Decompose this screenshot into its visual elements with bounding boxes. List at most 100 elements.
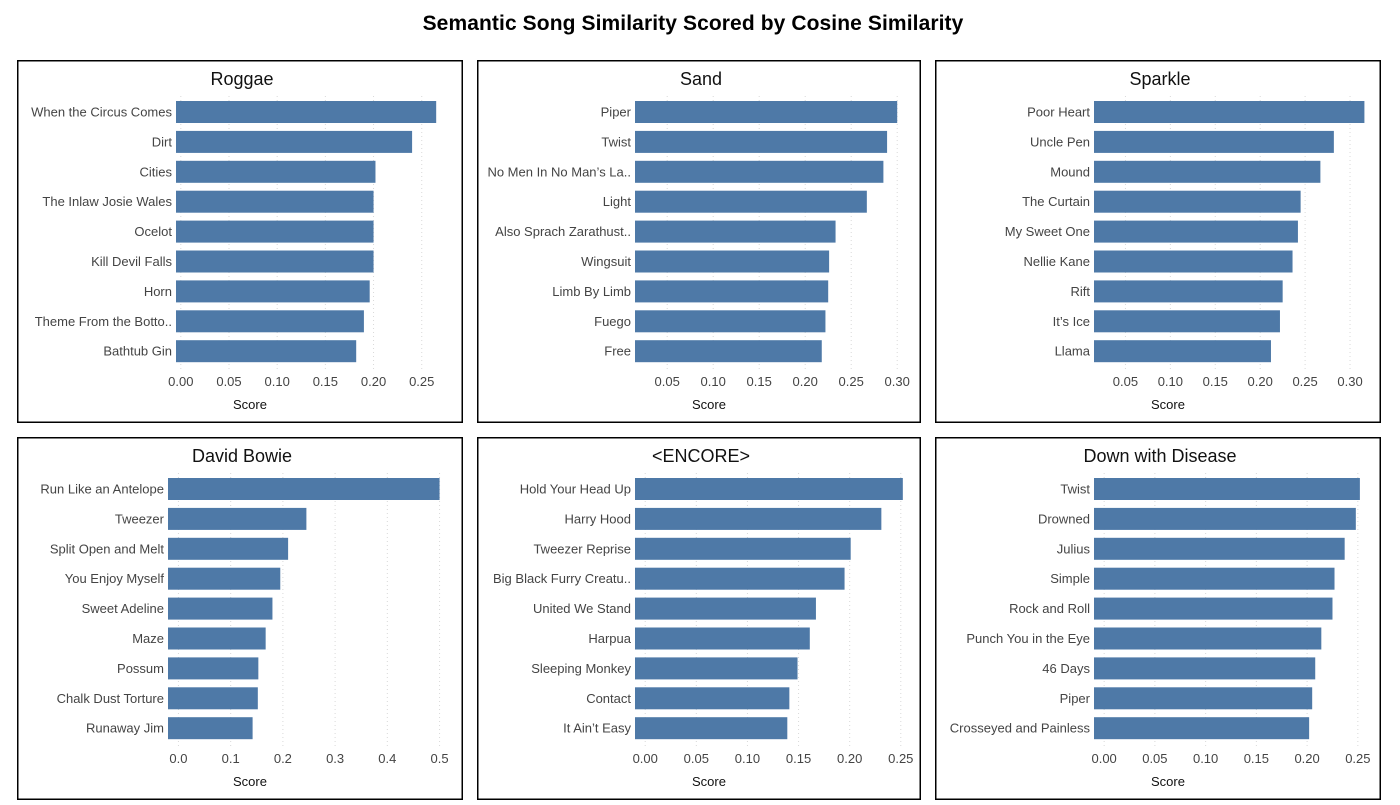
category-label: The Inlaw Josie Wales — [42, 194, 172, 209]
bar[interactable] — [176, 220, 374, 243]
bar[interactable] — [176, 190, 374, 213]
bar[interactable] — [635, 627, 810, 650]
tick-label: 0.20 — [837, 751, 862, 766]
chart-panel: Down with Disease Twist Drowned Julius Simpl… — [935, 437, 1381, 800]
category-label: Limb By Limb — [552, 284, 631, 299]
bar[interactable] — [1094, 310, 1280, 333]
bar[interactable] — [1094, 280, 1283, 303]
category-label: Twist — [1060, 482, 1090, 497]
bar[interactable] — [176, 101, 437, 123]
tick-label: 0.25 — [888, 751, 913, 766]
category-label: Harpua — [588, 631, 631, 646]
category-label: Mound — [1050, 164, 1090, 179]
axis-title: Score — [1151, 774, 1185, 789]
tick-label: 0.5 — [431, 751, 449, 766]
bar[interactable] — [635, 130, 888, 153]
bar[interactable] — [1094, 567, 1335, 590]
bar[interactable] — [1094, 340, 1271, 363]
tick-label: 0.1 — [222, 751, 240, 766]
bar[interactable] — [635, 310, 826, 333]
panel-title: Roggae — [210, 69, 273, 89]
panel-title: Sparkle — [1129, 69, 1190, 89]
tick-label: 0.15 — [786, 751, 811, 766]
category-label: Hold Your Head Up — [520, 482, 631, 497]
bar[interactable] — [1094, 717, 1310, 740]
bar[interactable] — [168, 627, 266, 650]
tick-label: 0.4 — [378, 751, 396, 766]
bar[interactable] — [635, 537, 851, 560]
category-label: Free — [604, 344, 631, 359]
tick-label: 0.0 — [169, 751, 187, 766]
tick-label: 0.10 — [265, 374, 290, 389]
chart-panel: Sparkle Poor Heart Uncle Pen Mound The Curta… — [935, 60, 1381, 423]
bar[interactable] — [1094, 190, 1301, 213]
bar[interactable] — [635, 597, 816, 620]
bar[interactable] — [635, 340, 822, 363]
bar[interactable] — [176, 250, 374, 273]
category-label: Possum — [117, 661, 164, 676]
category-label: Rock and Roll — [1009, 601, 1090, 616]
bar[interactable] — [168, 567, 281, 590]
bar[interactable] — [1094, 250, 1293, 273]
category-label: Bathtub Gin — [103, 344, 172, 359]
bar[interactable] — [168, 717, 253, 740]
tick-label: 0.05 — [655, 374, 680, 389]
tick-label: 0.15 — [313, 374, 338, 389]
bar[interactable] — [1094, 220, 1298, 243]
category-label: Twist — [601, 134, 631, 149]
bar[interactable] — [168, 597, 273, 620]
bar[interactable] — [635, 101, 898, 123]
category-label: United We Stand — [533, 601, 631, 616]
bar[interactable] — [1094, 657, 1316, 680]
bar[interactable] — [635, 250, 830, 273]
bar[interactable] — [635, 280, 829, 303]
tick-label: 0.10 — [1193, 751, 1218, 766]
category-label: It Ain’t Easy — [563, 721, 631, 736]
bar[interactable] — [1094, 537, 1345, 560]
bar[interactable] — [168, 478, 440, 500]
bar[interactable] — [1094, 507, 1356, 530]
category-label: Theme From the Botto.. — [35, 314, 172, 329]
bar[interactable] — [1094, 478, 1360, 500]
bar[interactable] — [168, 537, 289, 560]
bar[interactable] — [176, 160, 376, 183]
bar[interactable] — [1094, 160, 1321, 183]
bar[interactable] — [176, 310, 364, 333]
bar[interactable] — [168, 687, 258, 710]
bar[interactable] — [1094, 597, 1333, 620]
chart-panel: Roggae When the Circus Comes Dirt Cities The… — [17, 60, 463, 423]
bar[interactable] — [635, 190, 867, 213]
tick-label: 0.25 — [1292, 374, 1317, 389]
bar[interactable] — [635, 478, 903, 500]
axis-title: Score — [1151, 397, 1185, 412]
bar[interactable] — [635, 507, 882, 530]
bar[interactable] — [176, 130, 413, 153]
bar[interactable] — [1094, 130, 1334, 153]
panel-border — [477, 437, 921, 800]
bar[interactable] — [1094, 627, 1322, 650]
bar[interactable] — [176, 280, 370, 303]
panel-title: Sand — [680, 69, 722, 89]
bar[interactable] — [1094, 687, 1313, 710]
bar[interactable] — [1094, 101, 1365, 123]
bar[interactable] — [635, 160, 884, 183]
bar[interactable] — [635, 567, 845, 590]
bar[interactable] — [176, 340, 357, 363]
bar[interactable] — [635, 657, 798, 680]
bar[interactable] — [635, 717, 788, 740]
category-label: Llama — [1055, 344, 1091, 359]
category-label: Sleeping Monkey — [531, 661, 631, 676]
category-label: Poor Heart — [1027, 105, 1090, 120]
bar[interactable] — [635, 687, 790, 710]
chart-panel: Sand Piper Twist No Men In No Man’s La.. Lig… — [477, 60, 921, 423]
bar[interactable] — [168, 507, 307, 530]
bar[interactable] — [168, 657, 259, 680]
category-label: Big Black Furry Creatu.. — [493, 571, 631, 586]
category-label: Horn — [144, 284, 172, 299]
category-label: Chalk Dust Torture — [57, 691, 164, 706]
category-label: Tweezer Reprise — [533, 541, 631, 556]
category-label: Kill Devil Falls — [91, 254, 172, 269]
bar[interactable] — [635, 220, 836, 243]
tick-label: 0.3 — [326, 751, 344, 766]
